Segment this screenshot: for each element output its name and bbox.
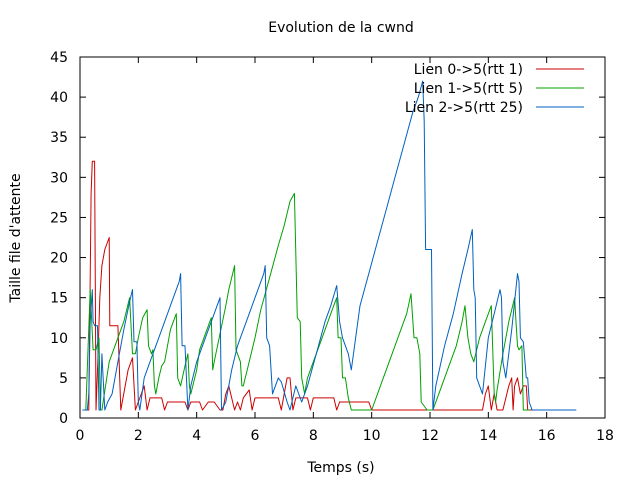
y-tick-label: 35 [50, 130, 68, 146]
x-tick-label: 16 [538, 428, 556, 444]
y-tick-label: 15 [50, 291, 68, 307]
y-tick-label: 20 [50, 251, 68, 267]
chart-title: Evolution de la cwnd [268, 20, 414, 36]
x-tick-label: 0 [76, 428, 85, 444]
series-line-0 [82, 160, 577, 411]
y-tick-label: 25 [50, 210, 68, 226]
y-tick-label: 40 [50, 90, 68, 106]
series-line-1 [82, 192, 530, 411]
x-tick-label: 8 [309, 428, 318, 444]
y-tick-label: 10 [50, 331, 68, 347]
x-tick-label: 4 [192, 428, 201, 444]
x-tick-label: 10 [363, 428, 381, 444]
legend: Lien 0->5(rtt 1) Lien 1->5(rtt 5) Lien 2->… [405, 62, 584, 116]
legend-label-2: Lien 2->5(rtt 25) [405, 100, 523, 116]
axis-ticks: 0 2 4 6 8 10 12 14 16 18 0 5 10 15 20 25 30 35 40 45 [50, 50, 614, 444]
series-line-2 [82, 80, 577, 411]
legend-label-0: Lien 0->5(rtt 1) [414, 62, 523, 78]
x-tick-label: 6 [251, 428, 260, 444]
x-axis-label: Temps (s) [306, 460, 374, 476]
legend-label-1: Lien 1->5(rtt 5) [414, 81, 523, 97]
plot-frame [79, 56, 606, 419]
y-tick-label: 5 [59, 371, 68, 387]
x-tick-label: 2 [134, 428, 143, 444]
x-tick-label: 14 [479, 428, 497, 444]
y-tick-label: 30 [50, 170, 68, 186]
x-tick-label: 12 [421, 428, 439, 444]
y-tick-label: 0 [59, 411, 68, 427]
y-tick-label: 45 [50, 50, 68, 66]
y-axis-label: Taille file d'attente [8, 173, 24, 303]
x-tick-label: 18 [596, 428, 614, 444]
plot-series [82, 80, 577, 411]
